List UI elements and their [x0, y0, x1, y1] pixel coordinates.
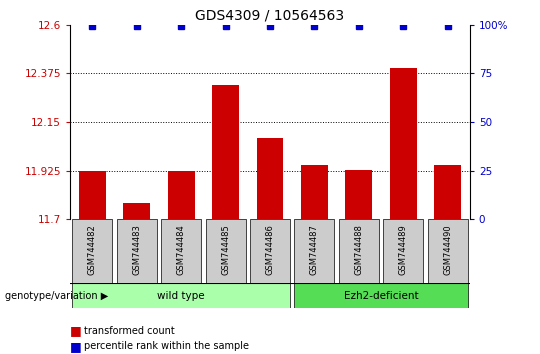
Bar [434, 165, 461, 219]
Bar [212, 85, 239, 219]
Bar [79, 171, 106, 219]
Title: GDS4309 / 10564563: GDS4309 / 10564563 [195, 8, 345, 22]
Bar [346, 170, 372, 219]
Text: GSM744485: GSM744485 [221, 224, 230, 275]
Bar [301, 165, 328, 219]
Text: Ezh2-deficient: Ezh2-deficient [343, 291, 418, 301]
FancyBboxPatch shape [339, 219, 379, 283]
FancyBboxPatch shape [161, 219, 201, 283]
Text: GSM744486: GSM744486 [266, 224, 274, 275]
FancyBboxPatch shape [206, 219, 246, 283]
FancyBboxPatch shape [250, 219, 290, 283]
Text: ■: ■ [70, 340, 82, 353]
FancyBboxPatch shape [428, 219, 468, 283]
FancyBboxPatch shape [117, 219, 157, 283]
Text: GSM744490: GSM744490 [443, 224, 452, 275]
Text: transformed count: transformed count [84, 326, 174, 336]
Text: GSM744487: GSM744487 [310, 224, 319, 275]
Text: GSM744483: GSM744483 [132, 224, 141, 275]
Text: ■: ■ [70, 325, 82, 337]
Text: percentile rank within the sample: percentile rank within the sample [84, 341, 249, 351]
FancyBboxPatch shape [294, 219, 334, 283]
Text: GSM744482: GSM744482 [88, 224, 97, 275]
FancyBboxPatch shape [72, 283, 290, 308]
Text: GSM744484: GSM744484 [177, 224, 186, 275]
FancyBboxPatch shape [294, 283, 468, 308]
FancyBboxPatch shape [72, 219, 112, 283]
Text: GSM744489: GSM744489 [399, 224, 408, 275]
Bar [168, 171, 194, 219]
Bar [124, 203, 150, 219]
Text: genotype/variation ▶: genotype/variation ▶ [5, 291, 109, 301]
Bar [390, 68, 416, 219]
Text: GSM744488: GSM744488 [354, 224, 363, 275]
FancyBboxPatch shape [383, 219, 423, 283]
Text: wild type: wild type [157, 291, 205, 301]
Bar [256, 138, 284, 219]
